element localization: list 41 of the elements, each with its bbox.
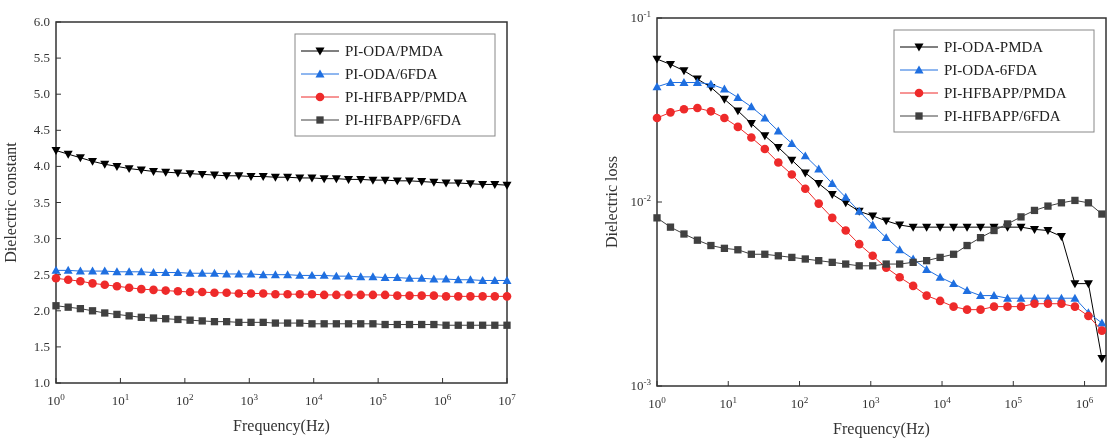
x-tick-label: 10$^{1}$: [719, 395, 738, 411]
y-tick-label: 1.5: [33, 338, 50, 354]
legend-label: PI-ODA/PMDA: [345, 43, 444, 59]
y-tick-label: 3.0: [33, 230, 50, 246]
x-axis-title: Frequency(Hz): [833, 420, 930, 438]
y-tick-label: 3.5: [33, 194, 50, 210]
legend-label: PI-ODA-PMDA: [944, 39, 1044, 55]
legend-label: PI-ODA/6FDA: [345, 66, 438, 82]
y-tick-label: 10$^{-1}$: [630, 9, 651, 25]
y-tick-label: 4.5: [33, 122, 50, 138]
y-tick-label: 6.0: [33, 14, 50, 29]
x-tick-label: 10$^{5}$: [369, 392, 388, 408]
x-tick-label: 10$^{4}$: [304, 392, 323, 408]
y-tick-label: 4.0: [33, 158, 50, 174]
x-tick-label: 10$^{0}$: [47, 392, 66, 408]
y-tick-label: 1.0: [33, 375, 50, 390]
y-tick-label: 2.5: [33, 266, 50, 282]
x-tick-label: 10$^{1}$: [111, 392, 130, 408]
x-tick-label: 10$^{2}$: [176, 392, 195, 408]
x-tick-label: 10$^{2}$: [790, 395, 809, 411]
y-axis-title: Dielectric constant: [2, 141, 19, 263]
x-tick-label: 10$^{4}$: [933, 395, 952, 411]
x-tick-label: 10$^{5}$: [1004, 395, 1023, 411]
x-tick-label: 10$^{3}$: [240, 392, 259, 408]
legend-label: PI-ODA-6FDA: [944, 62, 1038, 78]
x-tick-label: 10$^{3}$: [862, 395, 880, 411]
x-axis-title: Frequency(Hz): [233, 417, 330, 435]
y-tick-label: 5.5: [33, 50, 50, 66]
legend-label: PI-HFBAPP/PMDA: [944, 85, 1067, 101]
y-tick-label: 2.0: [33, 302, 50, 318]
legend-label: PI-HFBAPP/6FDA: [944, 108, 1061, 124]
x-tick-label: 10$^{0}$: [648, 395, 667, 411]
y-tick-label: 5.0: [33, 86, 50, 102]
legend-label: PI-HFBAPP/PMDA: [345, 89, 468, 105]
y-tick-label: 10$^{-3}$: [630, 377, 652, 393]
legend-label: PI-HFBAPP/6FDA: [345, 112, 462, 128]
x-tick-label: 10$^{6}$: [1075, 395, 1094, 411]
x-tick-label: 10$^{6}$: [433, 392, 452, 408]
y-axis-title: Dielectric loss: [603, 156, 620, 248]
x-tick-label: 10$^{7}$: [498, 392, 517, 408]
y-tick-label: 10$^{-2}$: [630, 193, 652, 209]
